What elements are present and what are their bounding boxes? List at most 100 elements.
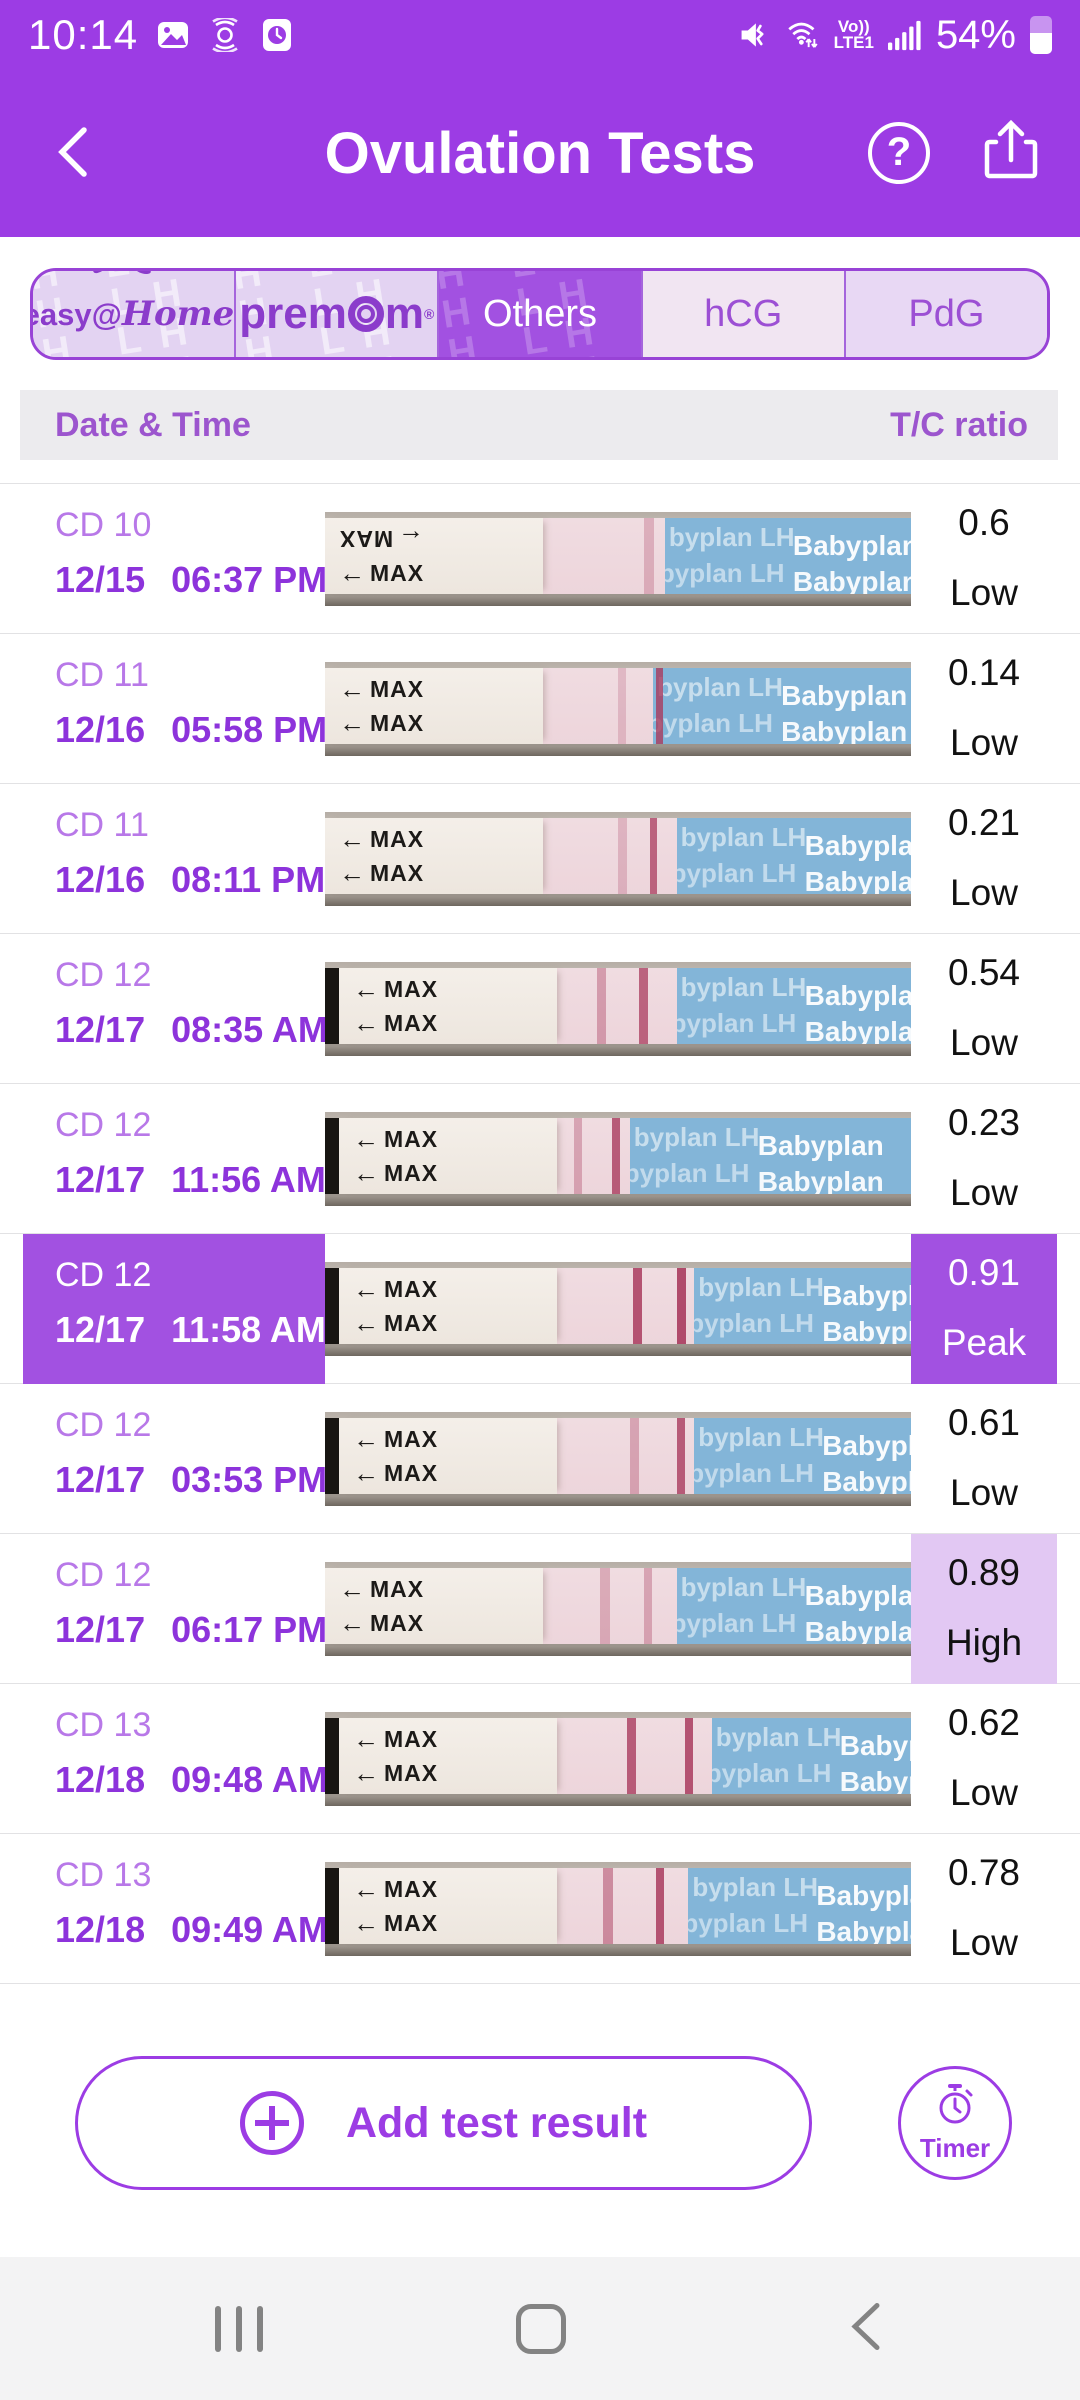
test-result-row[interactable]: CD 11 12/16 08:11 PM ← MAX ← MAX byplan LH Babyp… — [0, 784, 1080, 934]
test-line — [618, 668, 626, 744]
strip-handle — [325, 1868, 339, 1944]
nav-back-icon[interactable] — [845, 2300, 885, 2357]
ratio-cell: 0.91 Peak — [911, 1234, 1057, 1384]
cycle-day: CD 10 — [55, 506, 152, 544]
tc-ratio-value: 0.62 — [947, 1702, 1020, 1743]
tc-ratio-value: 0.21 — [947, 802, 1020, 843]
volte-indicator: Vo)) LTE1 — [833, 17, 874, 52]
test-date: 12/17 — [55, 1009, 146, 1050]
lh-level-label: Low — [950, 1772, 1018, 1813]
ratio-cell: 0.23 Low — [911, 1084, 1057, 1234]
back-button[interactable] — [46, 122, 106, 182]
cycle-day: CD 12 — [55, 1406, 152, 1444]
recents-icon[interactable] — [215, 2305, 263, 2352]
battery-icon — [1030, 16, 1052, 54]
strip-max-zone: ← MAX ← MAX — [339, 1868, 557, 1944]
plus-icon — [239, 2091, 304, 2155]
strip-handle — [325, 1118, 339, 1194]
date-cell: CD 11 12/16 08:11 PM — [23, 784, 325, 934]
ratio-cell: 0.21 Low — [911, 784, 1057, 934]
test-result-row[interactable]: CD 12 12/17 06:17 PM ← MAX ← MAX byplan LH Babyp… — [0, 1534, 1080, 1684]
test-line — [650, 818, 658, 894]
table-header: Date & Time T/C ratio — [20, 390, 1058, 460]
test-time: 05:58 PM — [171, 709, 328, 750]
strip-max-zone: ← MAX ← MAX — [325, 818, 543, 894]
date-cell: CD 13 12/18 09:48 AM — [23, 1684, 328, 1834]
tab-pdg[interactable]: PdG — [843, 271, 1047, 357]
test-type-tabbar: LH LH LH LH LH LH LH LH LH LH LH LH LH L… — [30, 268, 1050, 360]
share-icon[interactable] — [982, 118, 1040, 187]
test-line — [638, 968, 648, 1044]
timer-button[interactable]: Timer — [898, 2066, 1012, 2180]
tc-ratio-value: 0.78 — [947, 1852, 1020, 1893]
lh-level-label: High — [945, 1622, 1023, 1663]
tab-hcg[interactable]: hCG — [640, 271, 844, 357]
strip-max-zone: ← MAX ← MAX — [325, 1568, 543, 1644]
test-line — [618, 818, 627, 894]
lh-level-label: Peak — [941, 1322, 1027, 1363]
test-result-row[interactable]: CD 13 12/18 09:49 AM ← MAX ← MAX byplan LH Babyp… — [0, 1834, 1080, 1984]
date-cell: CD 13 12/18 09:49 AM — [23, 1834, 328, 1984]
test-line — [656, 1868, 665, 1944]
test-result-row[interactable]: CD 11 12/16 05:58 PM ← MAX ← MAX byplan LH Babyp… — [0, 634, 1080, 784]
strip-max-zone: ← MAX ← MAX — [339, 1718, 557, 1794]
premom-logo: prem m ® — [239, 289, 435, 338]
test-line — [644, 518, 655, 594]
test-result-row[interactable]: CD 12 12/17 08:35 AM ← MAX ← MAX byplan LH Babyp… — [0, 934, 1080, 1084]
test-date: 12/18 — [55, 1759, 146, 1800]
tc-ratio-value: 0.14 — [947, 652, 1020, 693]
tab-label: PdG — [908, 292, 985, 335]
date-cell: CD 11 12/16 05:58 PM — [23, 634, 328, 784]
test-time: 11:58 AM — [171, 1309, 326, 1350]
status-bar: 10:14 Vo)) LTE1 — [0, 0, 1080, 70]
test-time: 08:11 PM — [171, 859, 326, 900]
test-result-row[interactable]: CD 10 12/15 06:37 PM ← MAX ← MAX byplan LH Babyp… — [0, 484, 1080, 634]
tab-premom[interactable]: LH LH LH LH LH LH LH LH LH LH LH LH LH L… — [234, 271, 438, 357]
strip-max-zone: ← MAX ← MAX — [325, 668, 543, 744]
help-icon[interactable]: ? — [868, 121, 930, 184]
add-test-result-label: Add test result — [345, 2098, 648, 2147]
gallery-icon — [156, 18, 190, 52]
test-result-row[interactable]: CD 13 12/18 09:48 AM ←MAX←MAX byplan LHBabyp… — [0, 1684, 1080, 1834]
home-icon[interactable] — [516, 2303, 566, 2354]
test-time: 08:35 AM — [171, 1009, 328, 1050]
tab-others[interactable]: LH LH LH LH LH LH LH LH LH LH LH LH LH L… — [437, 271, 641, 357]
tc-ratio-value: 0.91 — [947, 1252, 1020, 1293]
strip-handle — [325, 1268, 339, 1344]
test-result-row[interactable]: CD 12 12/17 11:58 AM ← MAX ← MAX byplan LH Babyp… — [0, 1234, 1080, 1384]
ripple-icon — [208, 18, 242, 52]
tab-easy-home[interactable]: LH LH LH LH LH LH LH LH LH LH LH LH LH L… — [33, 271, 235, 357]
cycle-day: CD 12 — [55, 1106, 152, 1144]
date-cell: CD 12 12/17 03:53 PM — [23, 1384, 327, 1534]
cycle-day: CD 13 — [55, 1706, 152, 1744]
test-result-row[interactable]: CD 12 12/17 03:53 PM ← MAX ← MAX byplan LH Babyp… — [0, 1384, 1080, 1534]
tc-ratio-value: 0.6 — [958, 502, 1010, 543]
test-line — [632, 1268, 642, 1344]
lh-level-label: Low — [950, 572, 1018, 613]
test-result-row[interactable]: CD 12 12/17 11:56 AM ← MAX ← MAX byplan LH Babyp… — [0, 1084, 1080, 1234]
cycle-day: CD 12 — [55, 1556, 152, 1594]
add-test-result-button[interactable]: Add test result — [75, 2056, 812, 2190]
easyhome-logo: easy@Home® — [33, 294, 235, 334]
